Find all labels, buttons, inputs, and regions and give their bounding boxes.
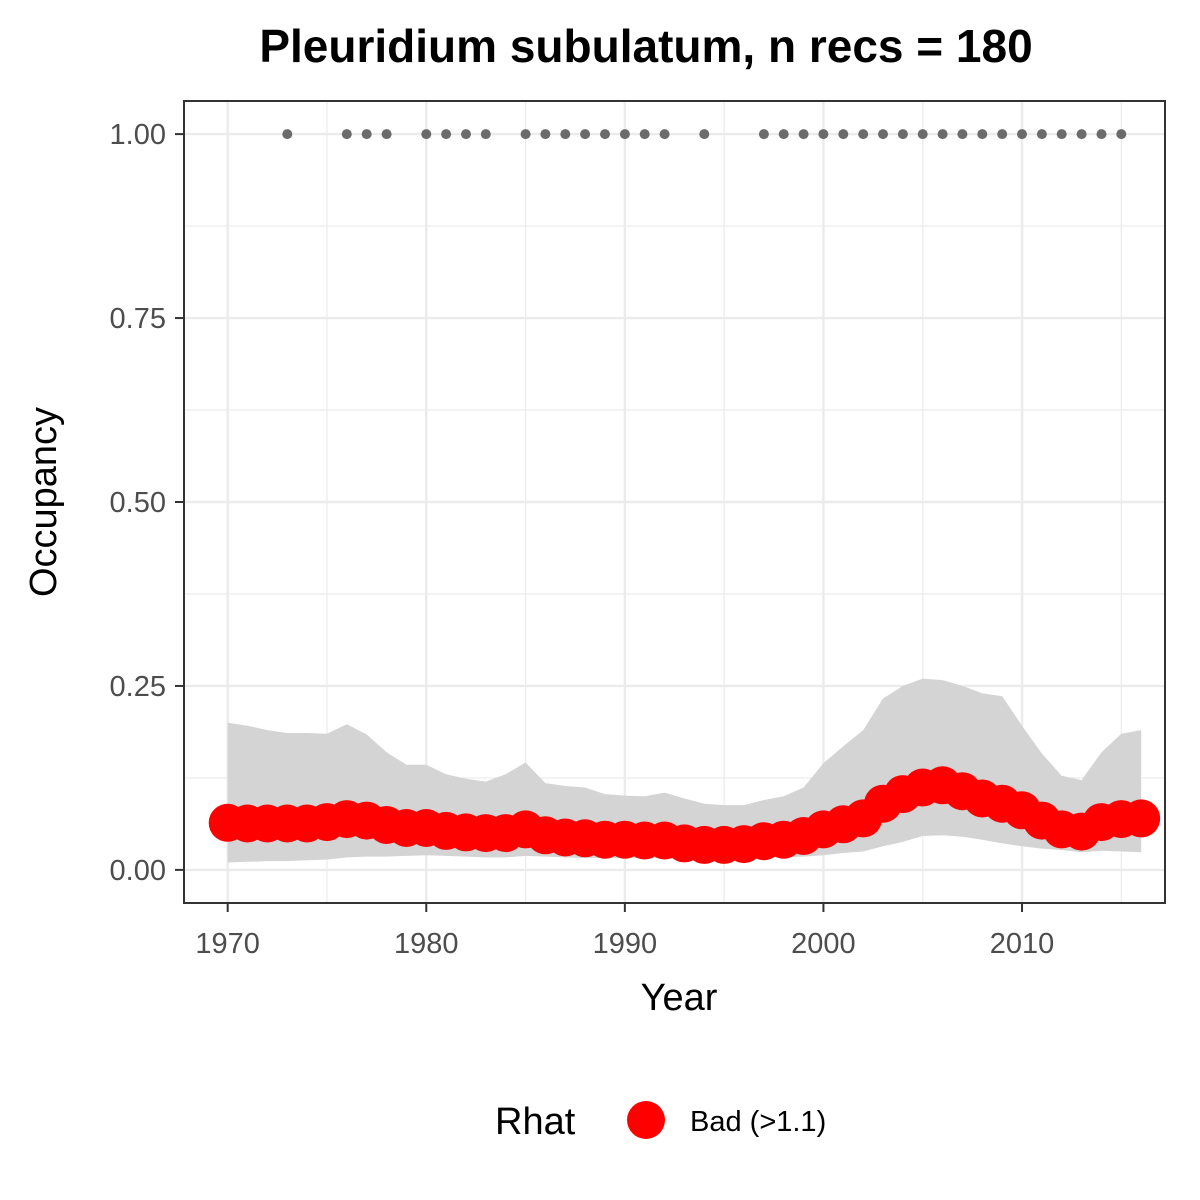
record-point [758,129,769,140]
record-point [560,129,571,140]
record-point [639,129,650,140]
record-point [1076,129,1087,140]
record-point [580,129,591,140]
record-point [540,129,551,140]
record-point [957,129,968,140]
record-point [480,129,491,140]
record-point [461,129,471,140]
y-axis-title: Occupancy [23,407,65,597]
x-tick-label: 1970 [195,928,260,960]
axes: 1970 1980 1990 2000 2010 0.00 0.25 0.50 0.75 1.00 [110,119,1055,960]
record-point [441,129,452,140]
record-point [1017,129,1027,140]
record-point [282,129,293,140]
record-point [699,129,710,140]
record-point [1056,129,1067,140]
record-point [897,129,908,140]
record-point [659,129,670,140]
record-point [381,129,392,140]
legend-title: Rhat [495,1101,576,1143]
record-points-layer [282,129,1127,140]
legend: Rhat Bad (>1.1) [495,1101,826,1143]
record-point [858,129,869,140]
y-tick-label: 0.50 [110,487,166,519]
y-tick-label: 1.00 [110,119,166,151]
record-point [421,129,432,140]
y-tick-label: 0.00 [110,855,166,887]
legend-key-bad-rhat [627,1101,665,1139]
record-point [1036,129,1047,140]
record-point [520,129,531,140]
x-tick-label: 1980 [394,928,459,960]
x-tick-label: 2010 [990,928,1055,960]
record-point [341,129,352,140]
record-point [798,129,809,140]
record-point [838,129,849,140]
record-point [977,129,988,140]
legend-label-bad-rhat: Bad (>1.1) [690,1106,826,1138]
record-point [1116,129,1127,140]
record-point [878,129,888,140]
y-tick-label: 0.75 [110,303,166,335]
occupancy-points-layer [208,766,1161,864]
occupancy-point [1122,799,1161,838]
record-point [917,129,928,140]
record-point [997,129,1008,140]
x-tick-label: 1990 [593,928,658,960]
record-point [818,129,829,140]
x-tick-label: 2000 [791,928,856,960]
record-point [778,129,789,140]
record-point [937,129,948,140]
record-point [600,129,610,140]
record-point [1096,129,1107,140]
y-tick-label: 0.25 [110,671,166,703]
chart-title: Pleuridium subulatum, n recs = 180 [259,20,1032,72]
x-axis-title: Year [641,977,718,1019]
record-point [361,129,372,140]
record-point [619,129,630,140]
